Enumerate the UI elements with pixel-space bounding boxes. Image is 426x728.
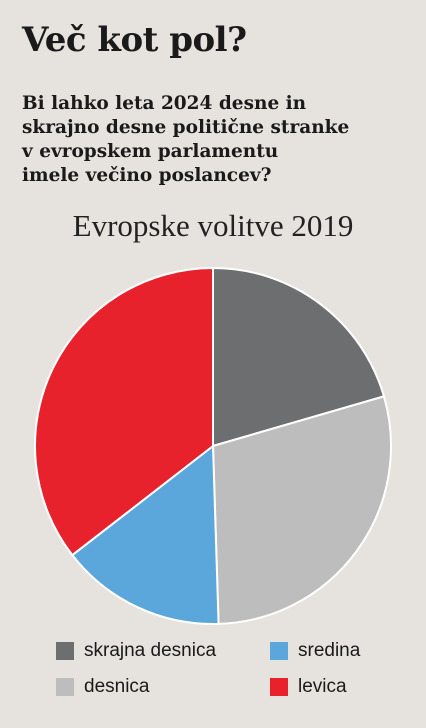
legend-label: desnica [84,676,150,697]
legend-label: sredina [298,640,361,661]
legend-swatch [56,642,74,660]
pie-slice-levica [34,267,214,557]
legend-label: skrajna desnica [84,640,217,661]
subheading-line: v evropskem parlamentu [22,141,279,162]
legend-swatch [270,642,288,660]
subheading-line: imele večino poslancev? [22,165,272,186]
legend-swatch [56,678,74,696]
legend-item-levica: levica [270,676,347,698]
headline: Več kot pol? [22,20,247,60]
subheading-line: Bi lahko leta 2024 desne in [22,93,307,114]
legend-item-skrajna-desnica: skrajna desnica [56,640,216,662]
pie-slice-skrajna-desnica [212,267,385,447]
subheading-line: skrajno desne politične stranke [22,117,350,138]
legend-item-sredina: sredina [270,640,360,662]
pie-slice-sredina [71,445,220,625]
legend-label: levica [298,676,347,697]
pie-slice-desnica [212,395,392,625]
subheading: Bi lahko leta 2024 desne in skrajno desn… [22,92,412,188]
legend-swatch [270,678,288,696]
chart-title: Evropske volitve 2019 [72,208,354,243]
legend-item-desnica: desnica [56,676,150,698]
